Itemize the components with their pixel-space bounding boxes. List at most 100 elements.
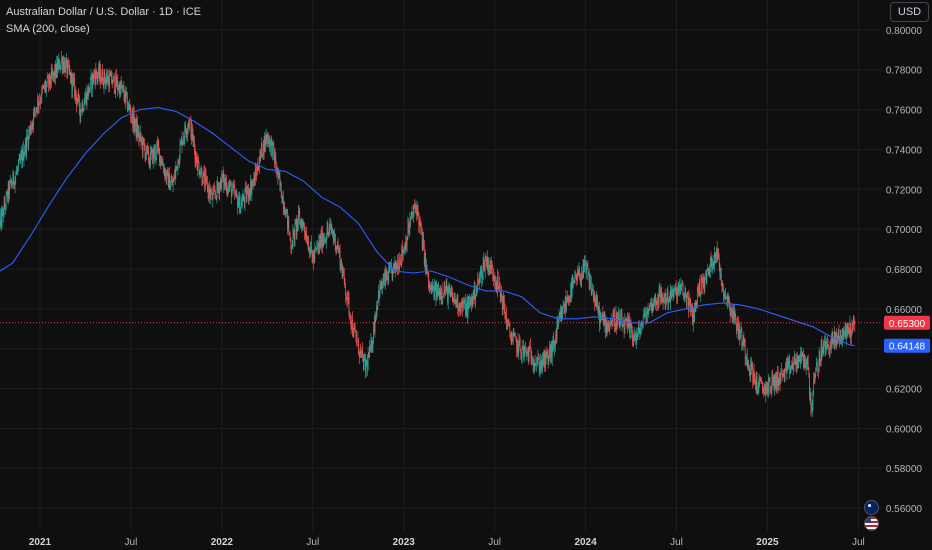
candle-body	[496, 282, 498, 290]
candle-body	[795, 360, 797, 365]
candle-body	[376, 307, 378, 310]
candle-body	[716, 248, 717, 257]
candle-body	[353, 325, 355, 337]
candle-body	[419, 220, 421, 223]
candle-body	[402, 251, 404, 256]
candle-body	[581, 274, 583, 282]
candle-body	[725, 290, 726, 299]
candle-body	[384, 272, 385, 280]
candle-body	[165, 172, 166, 178]
candle-body	[427, 272, 429, 274]
candle-body	[52, 72, 54, 76]
candle-body	[223, 173, 225, 187]
candle-body	[210, 192, 212, 197]
candle-body	[592, 288, 594, 299]
currency-button[interactable]: USD	[890, 2, 929, 22]
candle-body	[206, 177, 208, 181]
candle-body	[540, 359, 541, 369]
candle-body	[357, 338, 359, 342]
candle-body	[689, 299, 691, 301]
candle-body	[326, 227, 328, 239]
candle-body	[521, 351, 522, 358]
candle-body	[100, 68, 101, 84]
australia-flag-icon[interactable]	[864, 500, 879, 515]
candle-body	[443, 286, 445, 295]
candle-body	[577, 272, 578, 280]
candle-body	[500, 292, 502, 297]
candle-body	[290, 240, 292, 250]
candle-body	[699, 281, 700, 297]
candle-body	[575, 275, 577, 280]
candle-body	[675, 287, 676, 289]
candle-body	[450, 290, 452, 296]
candle-body	[813, 378, 815, 391]
candle-body	[170, 181, 172, 186]
candle-body	[74, 89, 76, 97]
candle-body	[227, 190, 229, 192]
y-tick-label: 0.80000	[886, 26, 923, 37]
candle-body	[714, 253, 715, 265]
candle-body	[501, 300, 503, 309]
candle-body	[277, 168, 279, 178]
candle-body	[491, 265, 493, 267]
candle-body	[569, 296, 571, 298]
candle-body	[471, 296, 472, 306]
candle-body	[479, 277, 481, 283]
candle-body	[191, 125, 192, 138]
us-flag-icon[interactable]	[864, 516, 879, 531]
candle-body	[539, 368, 541, 372]
candle-body	[140, 132, 142, 142]
candle-body	[783, 370, 784, 376]
candle-body	[439, 291, 441, 300]
candle-body	[105, 79, 107, 84]
symbol-title[interactable]: Australian Dollar / U.S. Dollar · 1D · I…	[6, 6, 201, 18]
candle-body	[782, 374, 784, 376]
last-price-label: 0.65300	[889, 319, 926, 330]
candle-body	[432, 284, 433, 292]
candle-body	[14, 183, 15, 187]
candle-body	[641, 325, 643, 326]
candle-body	[694, 303, 695, 323]
candle-body	[332, 232, 333, 234]
candle-body	[148, 148, 149, 162]
candle-body	[408, 224, 409, 233]
candle-body	[423, 243, 425, 265]
candle-body	[419, 220, 420, 227]
candle-body	[81, 109, 82, 111]
candle-body	[172, 181, 174, 186]
candle-body	[90, 75, 92, 79]
candle-body	[241, 200, 243, 207]
candle-body	[358, 353, 360, 357]
candle-body	[252, 181, 253, 186]
candle-body	[185, 131, 187, 135]
candle-body	[387, 276, 389, 283]
candle-body	[478, 280, 480, 283]
candle-body	[651, 301, 652, 311]
candle-body	[620, 315, 622, 321]
candle-body	[404, 245, 406, 251]
candle-body	[600, 315, 602, 317]
candle-body	[468, 301, 470, 303]
candle-body	[101, 70, 103, 81]
candle-body	[400, 262, 402, 264]
candle-body	[249, 193, 251, 197]
candle-body	[235, 193, 236, 196]
x-tick-label: Jul	[306, 537, 319, 548]
candle-body	[285, 210, 287, 218]
candle-body	[819, 354, 821, 363]
candle-body	[382, 286, 383, 288]
candle-body	[145, 154, 147, 158]
candle-body	[764, 384, 765, 388]
indicator-label[interactable]: SMA (200, close)	[6, 23, 90, 35]
candle-body	[626, 319, 628, 328]
candle-body	[826, 342, 828, 344]
candle-body	[349, 314, 351, 315]
candle-body	[578, 269, 580, 275]
candle-body	[601, 313, 603, 317]
candle-body	[562, 306, 564, 307]
candle-body	[329, 224, 331, 229]
candle-body	[359, 348, 361, 357]
candle-body	[434, 286, 435, 299]
candle-body	[25, 140, 27, 153]
